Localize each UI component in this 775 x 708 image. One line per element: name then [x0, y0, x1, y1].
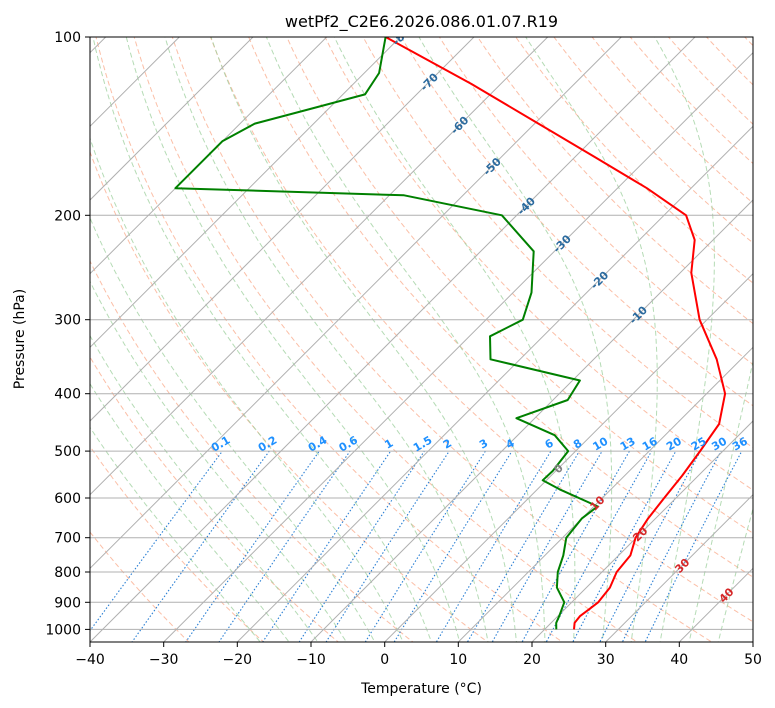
x-tick-label: 10: [449, 652, 467, 668]
y-tick-label: 600: [54, 491, 81, 507]
y-tick-label: 200: [54, 208, 81, 224]
x-tick-label: −40: [75, 652, 105, 668]
dry-adiabat: [286, 37, 753, 534]
moist-adiabat: [90, 216, 376, 642]
isotherm-line: [457, 346, 753, 642]
x-axis: −40 −30 −20 −10 0 10 20 30 40 50: [75, 642, 762, 668]
isotherm-line: [90, 37, 622, 570]
dry-adiabat: [90, 259, 414, 642]
dry-adiabat: [90, 356, 340, 642]
isotherm-label: -80: [390, 25, 413, 48]
dry-adiabat: [90, 531, 190, 642]
dry-adiabat: [362, 37, 753, 449]
dry-adiabat: [95, 37, 564, 642]
y-tick-label: 400: [54, 387, 81, 403]
dry-adiabat: [400, 37, 753, 407]
temperature-line: [385, 37, 727, 630]
isotherm-line: [90, 37, 549, 496]
isotherm-line: [310, 199, 753, 642]
dry-adiabat: [171, 37, 713, 642]
isotherm-line: [90, 37, 696, 642]
x-tick-label: 50: [744, 652, 762, 668]
moist-adiabat: [654, 37, 715, 642]
isotherm-line: [236, 125, 753, 642]
sounding-profiles: [174, 37, 727, 630]
y-tick-label: 100: [54, 30, 81, 46]
chart-title: wetPf2_C2E6.2026.086.01.07.R19: [285, 12, 558, 32]
dry-adiabat: [133, 37, 638, 642]
x-tick-label: 40: [670, 652, 688, 668]
isotherm-line: [163, 51, 753, 642]
dewpoint-line: [174, 37, 599, 630]
y-tick-label: 1000: [45, 622, 81, 638]
x-tick-label: 20: [523, 652, 541, 668]
isotherm-line: [384, 272, 753, 642]
isotherm-line: [605, 493, 753, 642]
x-tick-label: −10: [296, 652, 326, 668]
dry-adiabat: [209, 37, 753, 623]
x-tick-label: −30: [149, 652, 179, 668]
isotherm-line: [90, 37, 254, 201]
x-axis-label: Temperature (°C): [360, 681, 482, 697]
moist-adiabat: [717, 507, 753, 642]
y-tick-label: 700: [54, 531, 81, 547]
y-tick-label: 800: [54, 565, 81, 581]
isotherm-line: [90, 37, 328, 275]
dry-adiabat: [90, 445, 265, 642]
x-tick-label: 30: [597, 652, 615, 668]
x-tick-label: −20: [223, 652, 253, 668]
dry-adiabat: [324, 37, 753, 491]
dry-adiabat: [248, 37, 753, 578]
moist-adiabat: [90, 334, 319, 642]
plot-frame: [89, 36, 754, 643]
x-tick-label: 0: [380, 652, 389, 668]
isotherm-line: [90, 37, 401, 349]
y-axis-label: Pressure (hPa): [12, 289, 28, 389]
moist-adiabat: [265, 37, 546, 642]
pressure-gridlines: [90, 37, 753, 642]
y-tick-label: 900: [54, 595, 81, 611]
y-axis: 100 200 300 400 500 600 700 800 900 1000: [45, 30, 90, 638]
y-tick-label: 500: [54, 444, 81, 460]
isotherm-line: [90, 37, 475, 422]
isotherm-line: [531, 420, 753, 642]
y-tick-label: 300: [54, 313, 81, 329]
